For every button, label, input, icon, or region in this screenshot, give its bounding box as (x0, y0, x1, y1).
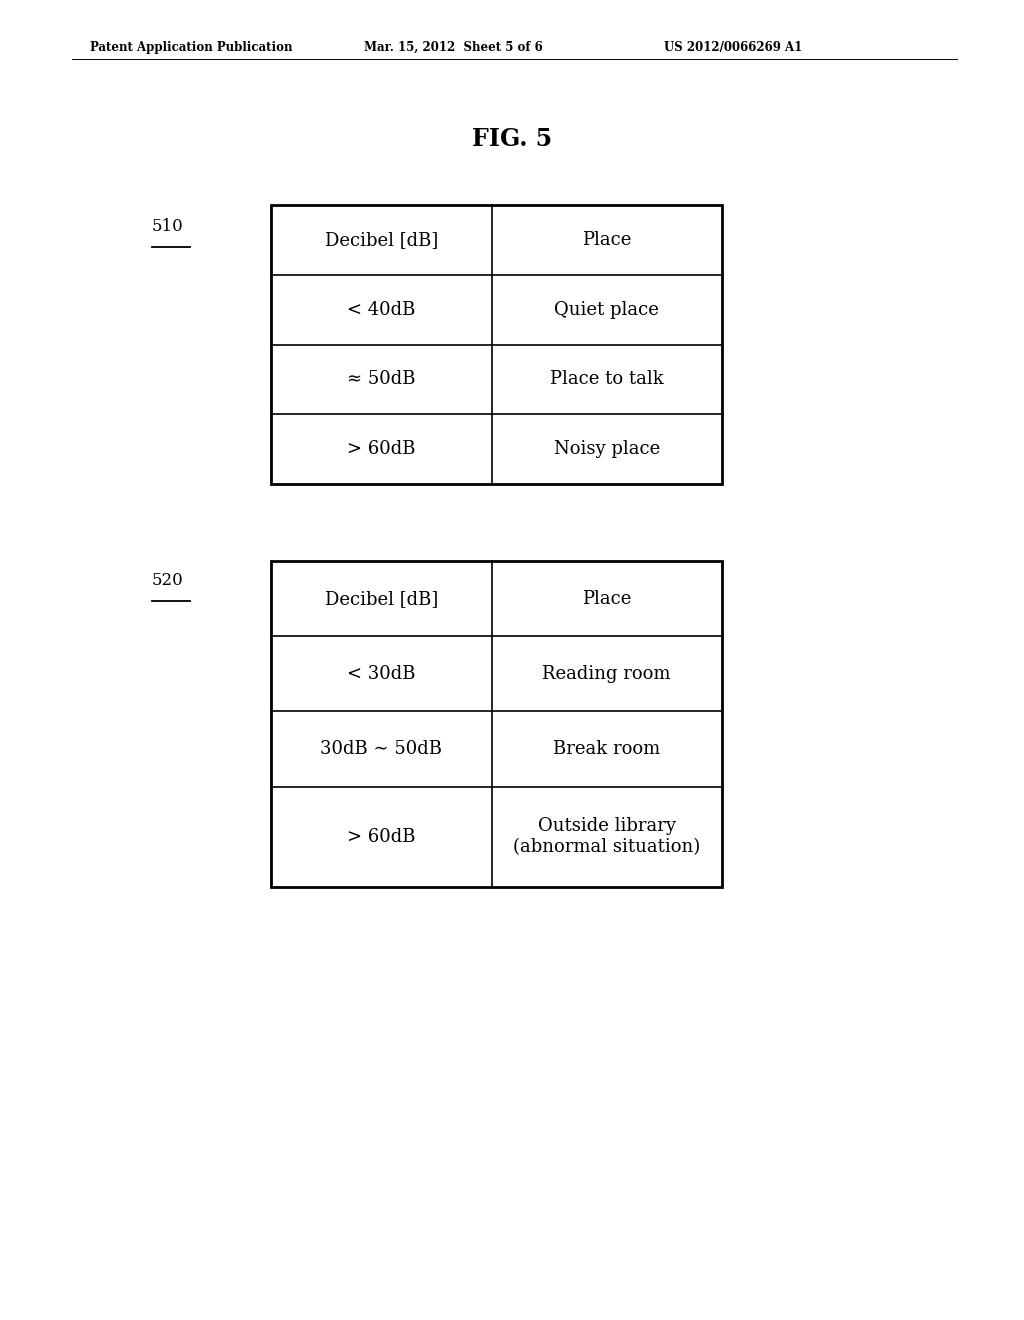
Text: 520: 520 (152, 572, 183, 589)
Text: > 60dB: > 60dB (347, 828, 416, 846)
Text: < 30dB: < 30dB (347, 665, 416, 682)
Text: Decibel [dB]: Decibel [dB] (325, 231, 438, 248)
Text: Quiet place: Quiet place (554, 301, 659, 318)
Text: > 60dB: > 60dB (347, 441, 416, 458)
Text: FIG. 5: FIG. 5 (472, 127, 552, 150)
Text: Place to talk: Place to talk (550, 371, 664, 388)
Text: Noisy place: Noisy place (554, 441, 659, 458)
Text: ≈ 50dB: ≈ 50dB (347, 371, 416, 388)
Text: < 40dB: < 40dB (347, 301, 416, 318)
Text: 30dB ∼ 50dB: 30dB ∼ 50dB (321, 741, 442, 758)
Text: Place: Place (582, 231, 632, 248)
Text: Decibel [dB]: Decibel [dB] (325, 590, 438, 607)
Text: Place: Place (582, 590, 632, 607)
Text: Patent Application Publication: Patent Application Publication (90, 41, 293, 54)
Text: 510: 510 (152, 218, 183, 235)
Text: US 2012/0066269 A1: US 2012/0066269 A1 (664, 41, 802, 54)
Text: Mar. 15, 2012  Sheet 5 of 6: Mar. 15, 2012 Sheet 5 of 6 (364, 41, 543, 54)
Text: Break room: Break room (553, 741, 660, 758)
Text: Outside library
(abnormal situation): Outside library (abnormal situation) (513, 817, 700, 857)
Text: Reading room: Reading room (543, 665, 671, 682)
